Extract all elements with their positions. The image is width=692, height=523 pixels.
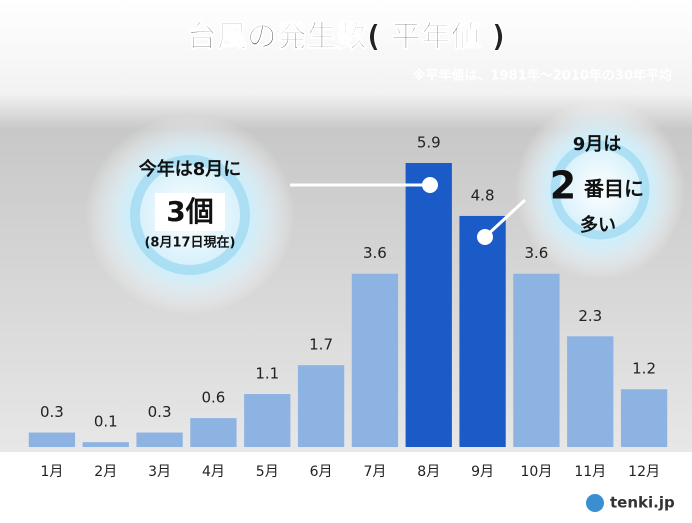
x-tick-label: 2月 [94,464,117,480]
value-label: 5.9 [417,134,441,152]
bar [567,336,614,447]
annotation: 番目に [583,177,644,201]
chart-subtitle: ※平年値は、1981年～2010年の30年平均 [413,68,672,84]
typhoon-ring [550,140,650,240]
callout-line [483,198,527,239]
bar [82,442,129,447]
plot: 0.3 1月 0.1 2月 0.3 3月 0.6 4月 1.1 5月 1.7 6月 3.6 7月 5.9 8月… [28,134,668,480]
typhoon-icon [515,100,685,280]
x-tick-label: 7月 [363,464,386,480]
annotation: 今年は8月に [139,158,242,180]
value-label: 4.8 [471,186,495,204]
value-label: 0.3 [40,403,64,421]
bar [459,215,506,447]
x-tick-label: 10月 [521,464,553,480]
value-label: 1.1 [255,365,279,383]
axis-band [0,452,692,519]
bar [28,432,76,447]
callout-dot [422,177,438,193]
annotation: 2 [550,164,576,208]
annotation: 多い [580,214,616,236]
value-label: 2.3 [578,307,602,325]
x-tick-label: 5月 [256,464,279,480]
value-label: 1.2 [632,360,656,378]
chart-title: 台風の発生数( 平年値 ) [187,20,505,55]
x-tick-label: 8月 [417,464,440,480]
value-label: 0.1 [94,413,118,431]
x-tick-label: 9月 [471,464,494,480]
typhoon-ring [130,155,250,275]
value-label: 0.6 [201,389,225,407]
annotation: 3個 [166,195,213,228]
x-tick-label: 4月 [202,464,225,480]
bar [190,418,237,447]
bar [513,273,560,447]
logo: tenki.jp [610,494,675,512]
bar [297,365,345,447]
bar [136,432,183,447]
x-tick-label: 6月 [310,464,333,480]
bar [244,394,291,447]
value-label: 3.6 [363,244,387,262]
x-tick-label: 12月 [628,464,660,480]
annotation: (8月17日現在) [144,235,235,251]
annotation-box [155,193,225,231]
bar [351,273,399,447]
value-label: 1.7 [309,336,333,354]
callout-dot [477,229,493,245]
bar [620,389,668,447]
value-label: 3.6 [524,244,548,262]
x-tick-label: 1月 [40,464,63,480]
bar [405,163,452,447]
x-tick-label: 11月 [574,464,606,480]
annotation: 9月は [573,134,622,155]
logo-icon [586,494,604,512]
x-tick-label: 3月 [148,464,171,480]
value-label: 0.3 [148,403,172,421]
